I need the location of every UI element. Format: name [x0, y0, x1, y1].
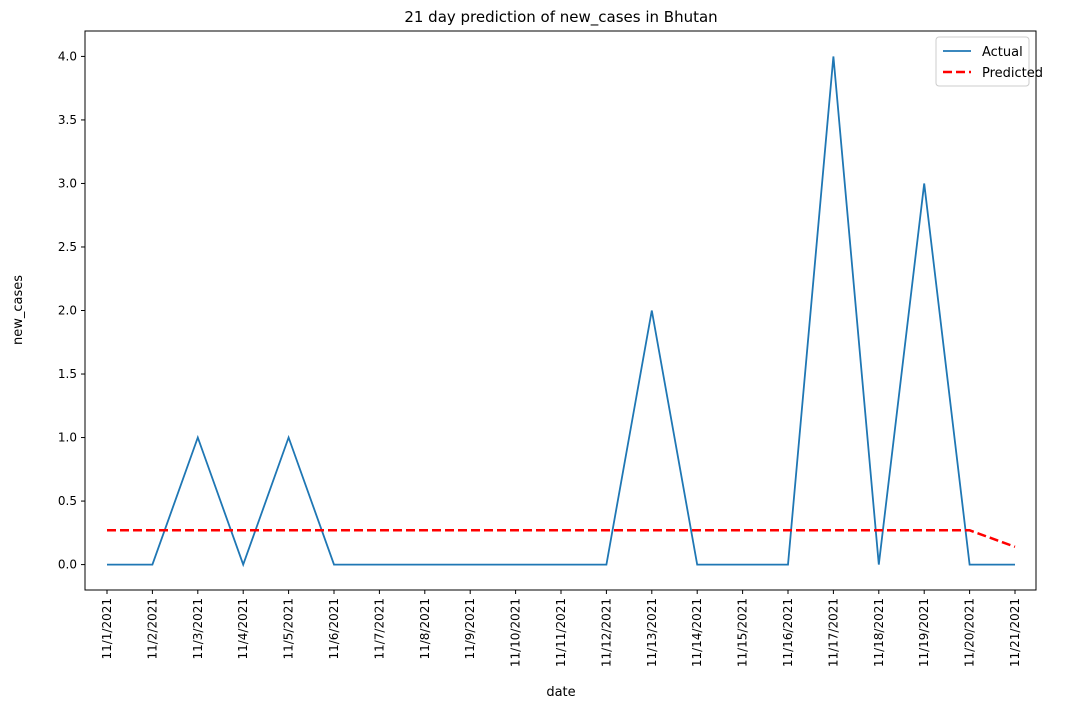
y-tick-label: 0.5 — [58, 494, 77, 508]
y-tick-label: 4.0 — [58, 49, 77, 63]
y-tick-label: 1.5 — [58, 367, 77, 381]
x-tick-label: 11/12/2021 — [599, 598, 613, 667]
x-tick-label: 11/18/2021 — [872, 598, 886, 667]
x-tick-label: 11/17/2021 — [826, 598, 840, 667]
y-tick-label: 0.0 — [58, 558, 77, 572]
legend-box — [935, 36, 1030, 87]
y-axis-label: new_cases — [11, 275, 26, 345]
x-tick-label: 11/21/2021 — [1008, 598, 1022, 667]
x-tick-label: 11/4/2021 — [236, 598, 250, 660]
x-tick-label: 11/11/2021 — [554, 598, 568, 667]
plot-area — [84, 30, 1037, 591]
x-tick-label: 11/15/2021 — [736, 598, 750, 667]
x-tick-label: 11/19/2021 — [917, 598, 931, 667]
legend-label-actual: Actual — [982, 45, 1023, 60]
x-tick-label: 11/10/2021 — [509, 598, 523, 667]
y-axis: 0.0 0.5 1.0 1.5 2.0 2.5 3.0 3.5 4.0 — [58, 49, 85, 572]
x-tick-label: 11/14/2021 — [690, 598, 704, 667]
x-tick-label: 11/7/2021 — [372, 598, 386, 660]
series-layer — [107, 56, 1016, 568]
series-line-actual — [107, 56, 1015, 568]
x-tick-label: 11/6/2021 — [327, 598, 341, 660]
legend: Actual Predicted — [935, 36, 1043, 87]
legend-label-predicted: Predicted — [982, 66, 1043, 81]
x-tick-label: 11/8/2021 — [418, 598, 432, 660]
series-line-predicted — [107, 529, 1016, 548]
x-tick-label: 11/20/2021 — [963, 598, 977, 667]
x-tick-label: 11/13/2021 — [645, 598, 659, 667]
x-tick-label: 11/3/2021 — [191, 598, 205, 660]
x-axis: 11/1/2021 11/2/2021 11/3/2021 11/4/2021 11/5… — [100, 590, 1022, 667]
x-tick-label: 11/16/2021 — [781, 598, 795, 667]
y-tick-label: 3.5 — [58, 113, 77, 127]
x-axis-label: date — [546, 685, 575, 700]
chart-title: 21 day prediction of new_cases in Bhutan — [404, 8, 717, 27]
y-tick-label: 3.0 — [58, 176, 77, 190]
y-tick-label: 2.5 — [58, 240, 77, 254]
x-tick-label: 11/2/2021 — [145, 598, 159, 660]
x-tick-label: 11/5/2021 — [282, 598, 296, 660]
y-tick-label: 1.0 — [58, 431, 77, 445]
x-tick-label: 11/1/2021 — [100, 598, 114, 660]
x-tick-label: 11/9/2021 — [463, 598, 477, 660]
y-tick-label: 2.0 — [58, 304, 77, 318]
